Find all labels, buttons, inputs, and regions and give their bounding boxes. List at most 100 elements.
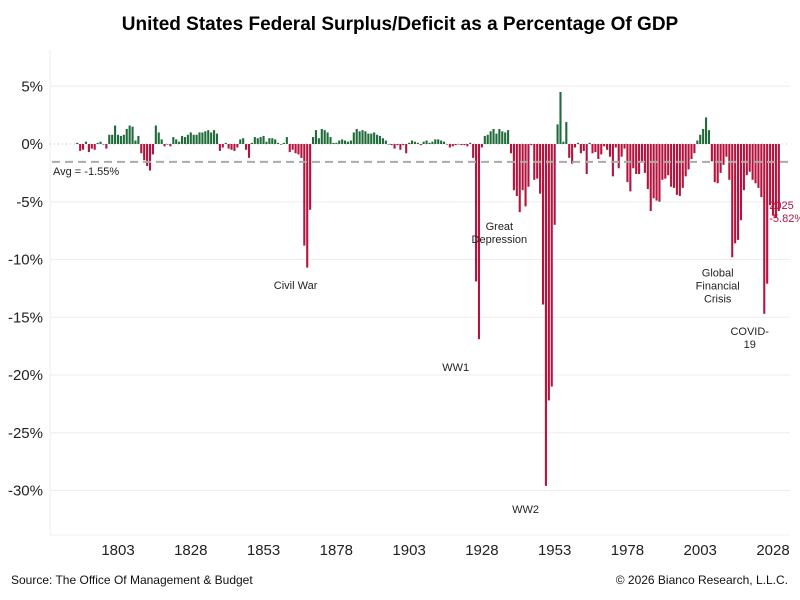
surplus-bar	[108, 134, 111, 144]
surplus-bar	[180, 135, 184, 144]
surplus-bar	[154, 125, 157, 144]
chart-title: United States Federal Surplus/Deficit as…	[121, 14, 679, 35]
surplus-bar	[370, 133, 373, 144]
surplus-bar	[157, 132, 160, 144]
deficit-bar	[466, 144, 469, 147]
deficit-bar	[454, 144, 457, 146]
deficit-bar	[614, 144, 617, 148]
surplus-bar	[99, 141, 102, 144]
surplus-bar	[314, 130, 318, 144]
event-annotation: Civil War	[274, 280, 318, 292]
surplus-bar	[434, 139, 437, 144]
surplus-bar	[242, 138, 245, 144]
surplus-bar	[317, 138, 320, 144]
surplus-bar	[268, 138, 271, 144]
surplus-bar	[408, 142, 411, 144]
deficit-bar	[568, 144, 571, 158]
deficit-bar	[399, 144, 402, 150]
deficit-bar	[512, 144, 515, 191]
annotation-line: Financial	[696, 280, 740, 292]
annotation-line: WW1	[442, 362, 469, 374]
deficit-bar	[611, 144, 614, 177]
surplus-bar	[279, 144, 283, 145]
surplus-bar	[338, 140, 341, 144]
deficit-bar	[635, 144, 638, 175]
surplus-bar	[250, 142, 253, 144]
deficit-bar	[725, 144, 728, 157]
y-tick-label: -25%	[8, 425, 43, 442]
surplus-bar	[134, 140, 137, 144]
deficit-bar	[774, 144, 777, 218]
deficit-bar	[146, 144, 149, 166]
deficit-bar	[731, 144, 734, 258]
deficit-bar	[527, 144, 530, 187]
deficit-bar	[475, 144, 478, 282]
surplus-bar	[696, 140, 699, 144]
surplus-bar	[111, 134, 114, 144]
surplus-bar	[128, 125, 131, 144]
deficit-bar	[597, 144, 600, 160]
deficit-bar	[233, 144, 236, 151]
deficit-bar	[620, 144, 623, 157]
surplus-bar	[198, 132, 201, 144]
deficit-bar	[419, 144, 422, 146]
surplus-bar	[588, 142, 591, 144]
deficit-bar	[769, 144, 772, 206]
annotation-line: Depression	[472, 234, 528, 246]
deficit-bar	[675, 144, 678, 195]
x-tick-label: 1828	[174, 542, 207, 559]
annotation-line: WW2	[512, 504, 539, 516]
surplus-bar	[699, 134, 702, 144]
surplus-bar	[445, 144, 449, 145]
deficit-bar	[518, 144, 521, 213]
surplus-bar	[428, 142, 431, 144]
surplus-bar	[704, 117, 708, 144]
deficit-bar	[460, 144, 463, 146]
surplus-bar	[501, 131, 504, 144]
deficit-bar	[169, 144, 172, 147]
surplus-bar	[137, 135, 140, 144]
deficit-bar	[477, 144, 481, 340]
surplus-bar	[210, 132, 213, 144]
deficit-bar	[600, 144, 603, 155]
annotation-line: COVID-	[730, 326, 769, 338]
surplus-bar	[282, 142, 285, 144]
surplus-bar	[562, 141, 565, 144]
y-tick-label: -30%	[8, 483, 43, 500]
surplus-bar	[320, 128, 323, 144]
y-tick-label: 0%	[21, 136, 43, 153]
surplus-bar	[102, 144, 105, 145]
x-axis: 1803 1828 1853 1878 1903 1928 1953 1978 2003 2028	[101, 542, 789, 559]
deficit-bar	[393, 144, 396, 149]
deficit-bar	[623, 144, 626, 149]
surplus-bar	[326, 132, 329, 144]
deficit-bar	[521, 144, 524, 191]
y-axis: 5% 0% -5% -10% -15% -20% -25% -30%	[8, 78, 43, 499]
deficit-bar	[681, 144, 684, 188]
event-annotation: Great Depression	[472, 221, 528, 246]
surplus-bar	[413, 141, 416, 144]
deficit-bar	[151, 144, 154, 155]
event-annotation: WW1	[442, 362, 469, 374]
surplus-bar	[311, 137, 315, 144]
deficit-bar	[667, 144, 670, 176]
deficit-bar	[247, 144, 251, 158]
last-value-label: 2025-5.82%	[769, 200, 800, 225]
deficit-bar	[591, 144, 594, 154]
surplus-bar	[364, 131, 367, 144]
surplus-bar	[361, 130, 364, 144]
deficit-bar	[594, 144, 597, 153]
deficit-bar	[309, 144, 312, 210]
surplus-bar	[239, 139, 242, 144]
surplus-bar	[498, 128, 501, 144]
x-tick-label: 1903	[392, 542, 425, 559]
surplus-bar	[76, 142, 79, 144]
deficit-bar	[221, 144, 224, 148]
deficit-bar	[530, 144, 533, 146]
y-tick-label: 5%	[21, 78, 43, 95]
surplus-bar	[431, 141, 434, 144]
deficit-bar	[579, 144, 582, 154]
surplus-bar	[84, 141, 88, 144]
surplus-bar	[265, 141, 268, 144]
surplus-bar	[437, 139, 440, 144]
